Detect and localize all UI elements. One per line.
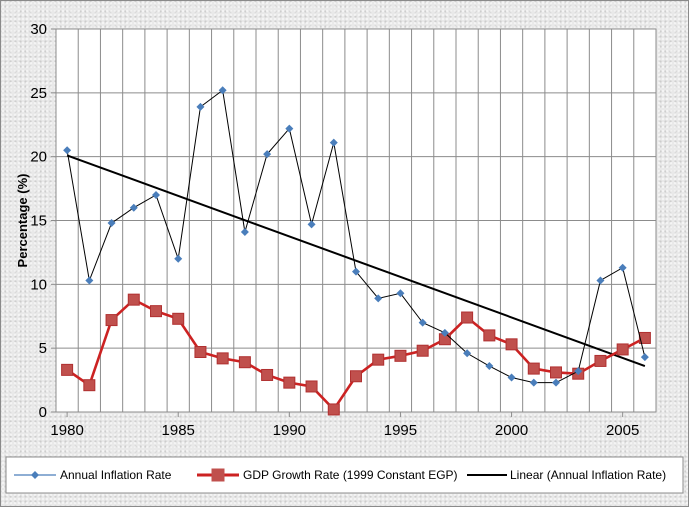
- data-point-gdp: [283, 376, 296, 389]
- data-point-gdp: [550, 366, 562, 379]
- data-point-gdp: [527, 362, 540, 375]
- data-point-gdp: [594, 354, 607, 367]
- legend-box: [5, 456, 684, 494]
- data-point-inflation: [240, 227, 249, 236]
- x-tick-label: 1985: [162, 422, 195, 439]
- data-point-inflation: [307, 220, 316, 229]
- data-point-gdp: [416, 344, 429, 357]
- legend-label-trend: Linear (Annual Inflation Rate): [510, 468, 666, 482]
- data-point-inflation: [107, 219, 116, 228]
- data-point-gdp: [172, 312, 185, 325]
- data-point-inflation: [596, 276, 605, 285]
- data-point-gdp: [483, 329, 496, 342]
- legend-item-trend: Linear (Annual Inflation Rate): [467, 468, 666, 482]
- data-point-inflation: [218, 86, 227, 95]
- data-point-inflation: [196, 102, 205, 111]
- data-point-gdp: [61, 363, 74, 376]
- data-point-inflation: [463, 349, 472, 358]
- data-point-inflation: [263, 150, 272, 159]
- data-point-inflation: [440, 328, 449, 337]
- data-point-inflation: [552, 378, 560, 387]
- y-tick-label: 25: [30, 85, 47, 102]
- data-point-inflation: [485, 362, 494, 371]
- data-point-inflation: [152, 190, 160, 199]
- tick-labels: 0 5 10 15 20 25 30 1980 1985 1990 1995 2000 2005: [30, 21, 639, 439]
- legend: Annual Inflation Rate GDP Growth Rate (1…: [5, 456, 684, 494]
- legend-marker-square: [211, 468, 225, 482]
- y-tick-label: 15: [30, 213, 47, 230]
- data-point-gdp: [305, 380, 318, 393]
- x-tick-label: 2000: [495, 422, 528, 439]
- data-point-gdp: [505, 338, 518, 351]
- data-point-inflation: [285, 124, 294, 133]
- data-point-gdp: [638, 331, 651, 344]
- trendline-inflation: [66, 154, 646, 367]
- data-point-gdp: [261, 368, 274, 381]
- legend-item-gdp: GDP Growth Rate (1999 Constant EGP): [197, 468, 458, 482]
- data-point-inflation: [329, 138, 338, 147]
- y-tick-label: 30: [30, 21, 47, 38]
- y-axis-title: Percentage (%): [15, 174, 30, 268]
- axes: [51, 28, 656, 417]
- data-point-inflation: [640, 353, 649, 362]
- data-point-inflation: [618, 263, 627, 272]
- x-tick-label: 2005: [606, 422, 639, 439]
- x-tick-label: 1990: [273, 422, 306, 439]
- data-point-gdp: [350, 370, 362, 383]
- data-point-gdp: [372, 353, 385, 366]
- y-tick-label: 0: [39, 404, 47, 421]
- y-tick-label: 10: [30, 276, 47, 293]
- data-point-gdp: [616, 343, 629, 356]
- data-point-inflation: [574, 367, 583, 376]
- data-point-inflation: [352, 267, 360, 276]
- data-point-inflation: [85, 276, 94, 285]
- data-point-gdp: [150, 305, 162, 318]
- data-point-inflation: [374, 294, 383, 303]
- grid-lines: [56, 28, 656, 412]
- data-point-inflation: [174, 254, 183, 263]
- data-point-gdp: [83, 379, 96, 392]
- legend-label-inflation: Annual Inflation Rate: [60, 468, 172, 482]
- x-tick-label: 1995: [384, 422, 417, 439]
- data-point-gdp: [194, 345, 207, 358]
- data-point-inflation: [418, 318, 427, 327]
- y-tick-label: 20: [30, 149, 47, 166]
- series-layer: [61, 86, 651, 416]
- data-point-inflation: [529, 378, 538, 387]
- x-tick-label: 1980: [50, 422, 83, 439]
- data-point-inflation: [507, 373, 516, 382]
- data-point-inflation: [129, 203, 138, 212]
- y-tick-label: 5: [39, 340, 47, 357]
- data-point-gdp: [394, 349, 407, 362]
- data-point-inflation: [63, 146, 72, 155]
- legend-item-inflation: Annual Inflation Rate: [14, 468, 172, 482]
- legend-label-gdp: GDP Growth Rate (1999 Constant EGP): [243, 468, 458, 482]
- data-point-gdp: [216, 352, 229, 365]
- data-point-gdp: [238, 356, 251, 369]
- data-point-inflation: [396, 289, 405, 298]
- data-point-gdp: [105, 314, 118, 327]
- data-point-gdp: [461, 311, 474, 324]
- data-point-gdp: [327, 403, 340, 416]
- legend-marker-diamond: [31, 471, 39, 479]
- data-point-gdp: [127, 293, 140, 306]
